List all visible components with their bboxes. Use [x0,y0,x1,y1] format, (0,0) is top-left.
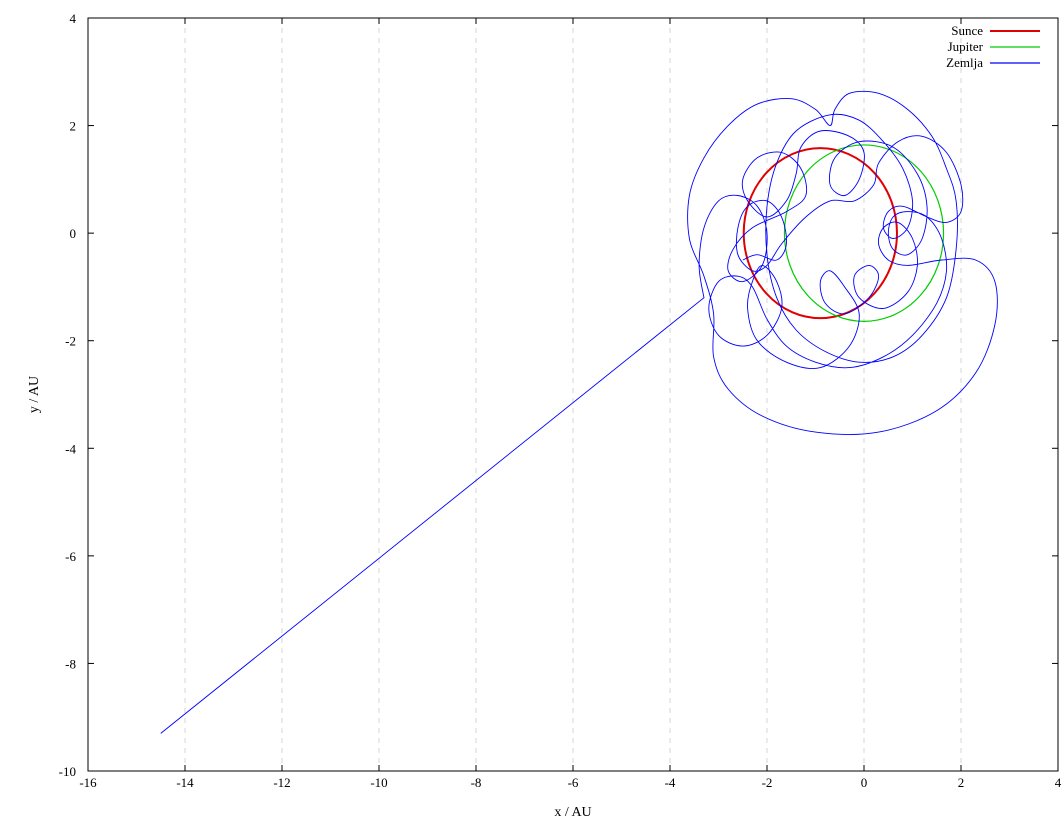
y-tick-label: -10 [59,764,76,779]
y-tick-label: 0 [70,226,77,241]
orbit-jupiter [783,144,945,322]
legend-label-jupiter: Jupiter [948,39,984,54]
y-tick-label: -6 [65,549,76,564]
x-tick-label: 2 [958,775,965,790]
x-tick-label: -14 [176,775,194,790]
orbit-sunce [742,147,898,320]
y-tick-label: 2 [70,119,77,134]
y-tick-label: -8 [65,656,76,671]
trajectory-zemlja [160,90,998,734]
x-tick-label: -2 [762,775,773,790]
legend-label-sunce: Sunce [951,23,983,38]
y-tick-label: -4 [65,441,76,456]
x-tick-label: -8 [471,775,482,790]
y-axis-label: y / AU [27,376,42,413]
x-tick-label: 0 [861,775,868,790]
x-tick-label: -4 [665,775,676,790]
x-axis-label: x / AU [554,805,591,820]
y-tick-label: -2 [65,334,76,349]
x-tick-label: -6 [568,775,579,790]
series-layer [160,90,998,734]
x-tick-label: -12 [273,775,290,790]
x-tick-label: -10 [370,775,387,790]
grid-lines [184,18,962,771]
axis-ticks: -16 -14 -12 -10 -8 -6 -4 -2 0 2 4 -10 -8 -6 -4 -2 0 2 4 [59,11,1062,790]
legend-label-zemlja: Zemlja [946,55,983,70]
x-tick-label: -16 [79,775,97,790]
y-tick-label: 4 [70,11,77,26]
x-tick-label: 4 [1055,775,1062,790]
